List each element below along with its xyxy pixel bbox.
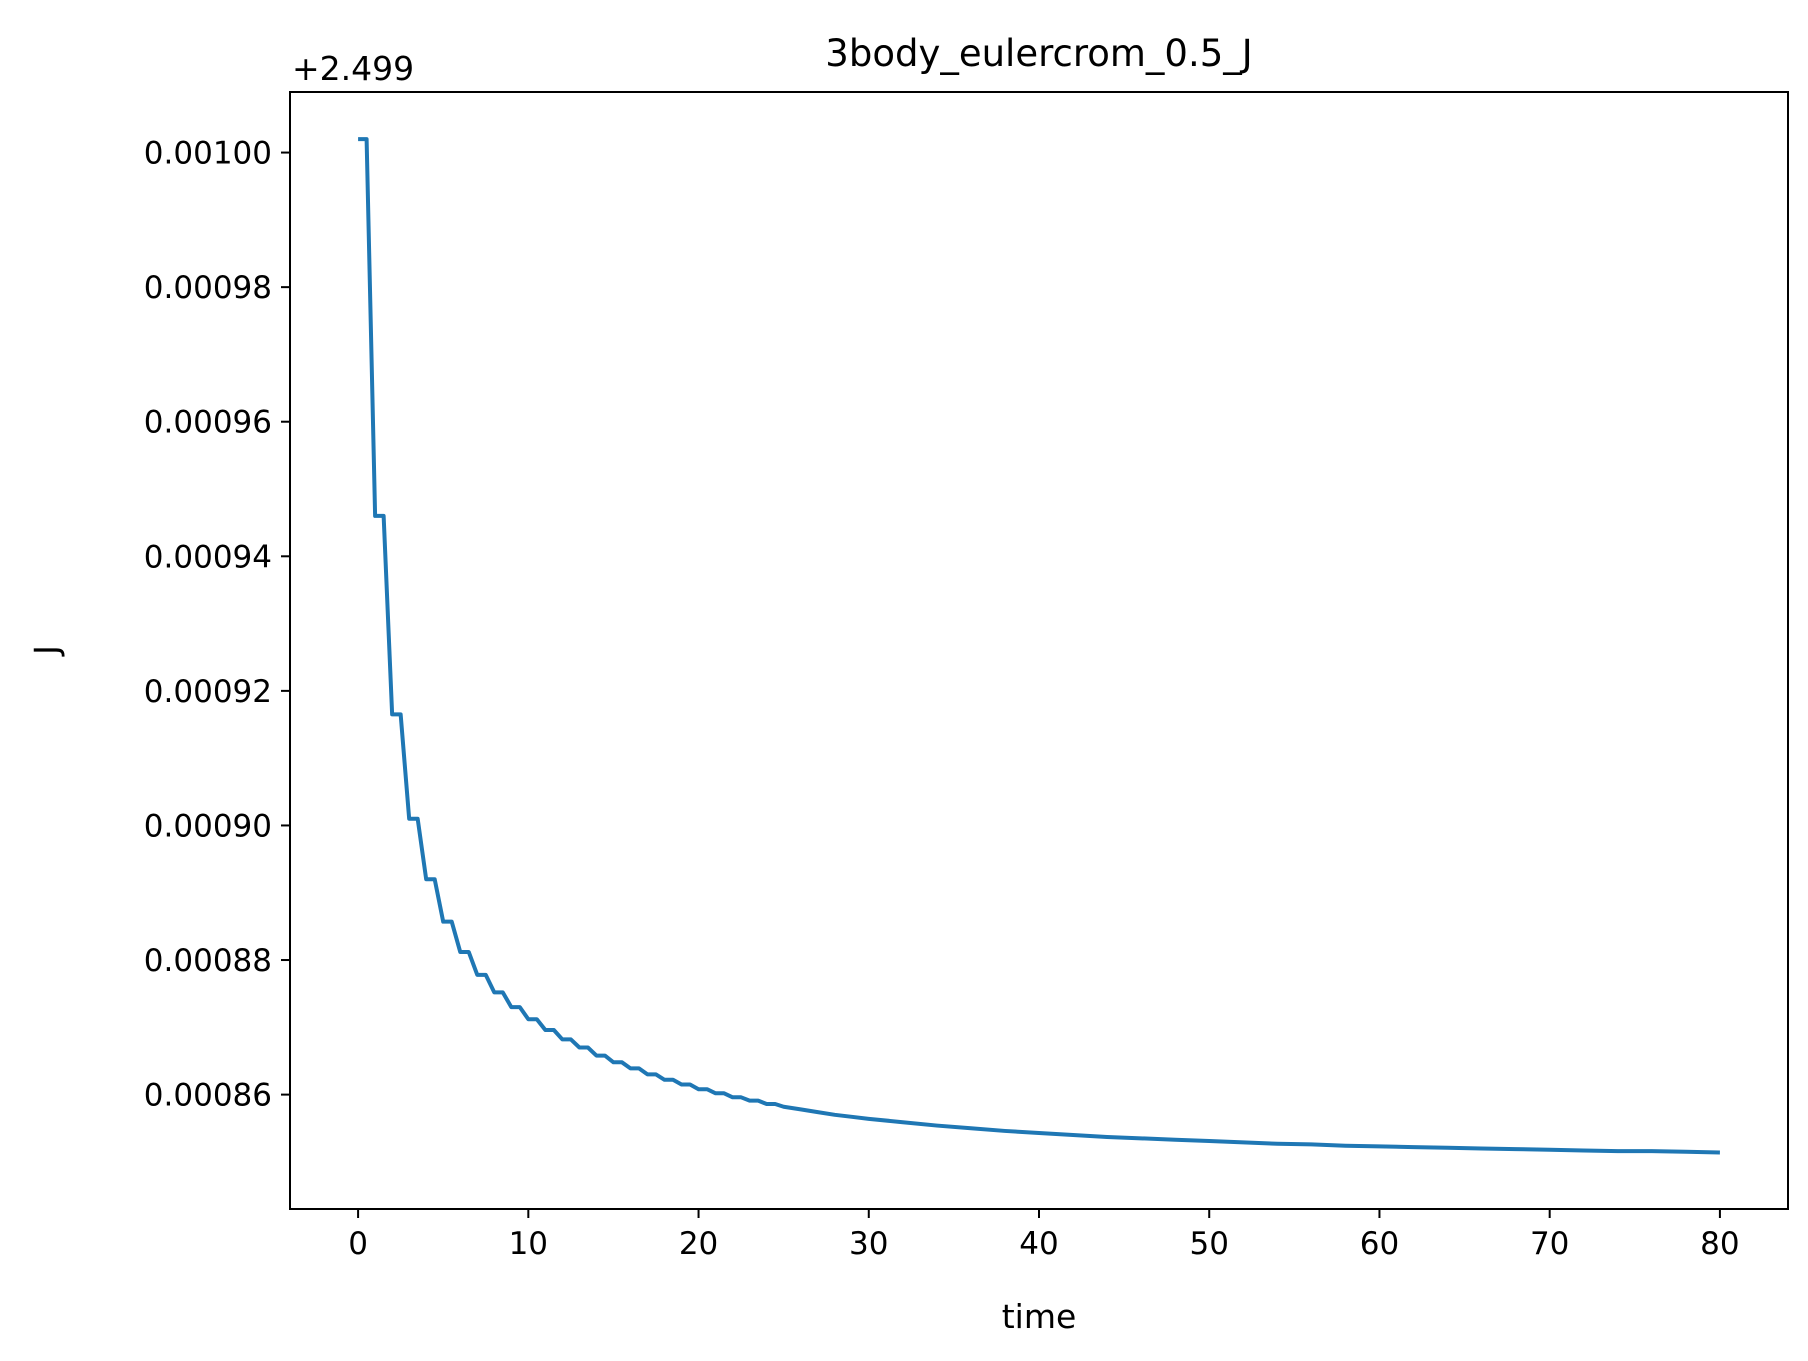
y-axis-label: J: [27, 645, 66, 657]
x-axis-ticks: 0 10 20 30 40 50 60 70 80: [348, 1209, 1740, 1262]
x-tick-label: 20: [679, 1226, 718, 1262]
y-tick-label: 0.00098: [144, 270, 272, 306]
y-tick-label: 0.00096: [144, 405, 272, 441]
y-tick-label: 0.00092: [144, 674, 272, 710]
plot-layer: [358, 137, 1720, 1155]
x-tick-label: 50: [1190, 1226, 1229, 1262]
y-tick-label: 0.00086: [144, 1078, 272, 1114]
y-axis-offset-label: +2.499: [292, 49, 414, 88]
x-axis-label: time: [1002, 1297, 1077, 1336]
y-tick-label: 0.00100: [144, 136, 272, 172]
y-axis-ticks: 0.00086 0.00088 0.00090 0.00092 0.00094 0.000…: [144, 136, 290, 1114]
x-tick-label: 80: [1700, 1226, 1739, 1262]
chart-title: 3body_eulercrom_0.5_J: [825, 32, 1252, 75]
series-line-1: [358, 137, 1720, 1155]
x-tick-label: 70: [1530, 1226, 1569, 1262]
y-tick-label: 0.00090: [144, 808, 272, 844]
x-tick-label: 60: [1360, 1226, 1399, 1262]
plot-frame: [289, 91, 1789, 1210]
y-tick-label: 0.00094: [144, 539, 272, 575]
x-tick-label: 10: [509, 1226, 548, 1262]
x-tick-label: 30: [849, 1226, 888, 1262]
x-tick-label: 0: [348, 1226, 368, 1262]
x-tick-label: 40: [1019, 1226, 1058, 1262]
y-tick-label: 0.00088: [144, 943, 272, 979]
